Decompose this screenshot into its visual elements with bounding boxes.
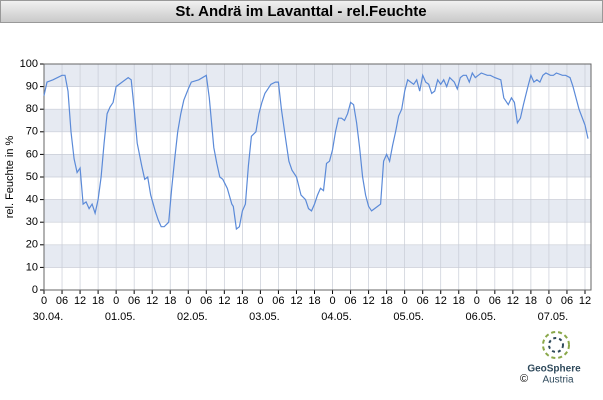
x-tick-label: 06 [489,295,501,307]
y-tick-label: 80 [26,103,38,115]
y-tick-label: 100 [20,58,38,70]
x-tick-label: 0 [113,295,119,307]
date-label: 30.04. [33,311,64,323]
x-tick-label: 18 [525,295,537,307]
y-tick-label: 60 [26,148,38,160]
x-tick-label: 06 [200,295,212,307]
x-tick-label: 06 [128,295,140,307]
y-tick-label: 90 [26,81,38,93]
x-tick-label: 12 [146,295,158,307]
y-tick-label: 20 [26,239,38,251]
x-tick-label: 12 [362,295,374,307]
y-tick-label: 0 [32,284,38,296]
x-tick-label: 0 [329,295,335,307]
x-tick-label: 18 [164,295,176,307]
y-axis-label: rel. Feuchte in % [4,136,16,219]
logo-sub: Austria [542,375,574,386]
y-tick-label: 40 [26,194,38,206]
date-label: 01.05. [105,311,136,323]
y-tick-label: 70 [26,126,38,138]
logo-ring [548,337,564,353]
y-tick-label: 30 [26,216,38,228]
x-tick-label: 12 [435,295,447,307]
date-label: 06.05. [465,311,496,323]
x-tick-label: 18 [236,295,248,307]
x-tick-label: 18 [381,295,393,307]
x-tick-label: 0 [402,295,408,307]
x-tick-label: 0 [257,295,263,307]
copyright: © [520,373,528,385]
logo: GeoSphere Austria © [520,331,581,386]
date-label: 04.05. [321,311,352,323]
grid-band [44,244,591,268]
x-tick-label: 12 [290,295,302,307]
grid-band [44,109,591,132]
logo-name: GeoSphere [527,364,581,375]
date-label: 07.05. [538,311,569,323]
logo-ring [542,331,570,359]
x-tick-label: 06 [344,295,356,307]
date-label: 03.05. [249,311,280,323]
x-tick-label: 0 [474,295,480,307]
x-tick-label: 12 [218,295,230,307]
grid-band [44,64,591,87]
date-label: 05.05. [393,311,424,323]
grid-band [44,154,591,177]
x-tick-label: 12 [74,295,86,307]
y-tick-label: 50 [26,171,38,183]
x-tick-label: 18 [92,295,104,307]
chart-title: St. Andrä im Lavanttal - rel.Feuchte [175,3,426,20]
plot-frame [43,63,592,291]
x-tick-label: 06 [561,295,573,307]
y-tick-label: 10 [26,261,38,273]
x-tick-label: 0 [546,295,552,307]
x-tick-label: 06 [272,295,284,307]
x-tick-label: 06 [56,295,68,307]
grid-band [44,199,591,223]
x-tick-label: 0 [185,295,191,307]
date-label: 02.05. [177,311,208,323]
x-tick-label: 18 [453,295,465,307]
x-tick-label: 18 [308,295,320,307]
x-tick-label: 12 [579,295,591,307]
x-tick-label: 06 [417,295,429,307]
data-line [43,71,589,231]
x-tick-label: 0 [41,295,47,307]
x-tick-label: 12 [507,295,519,307]
